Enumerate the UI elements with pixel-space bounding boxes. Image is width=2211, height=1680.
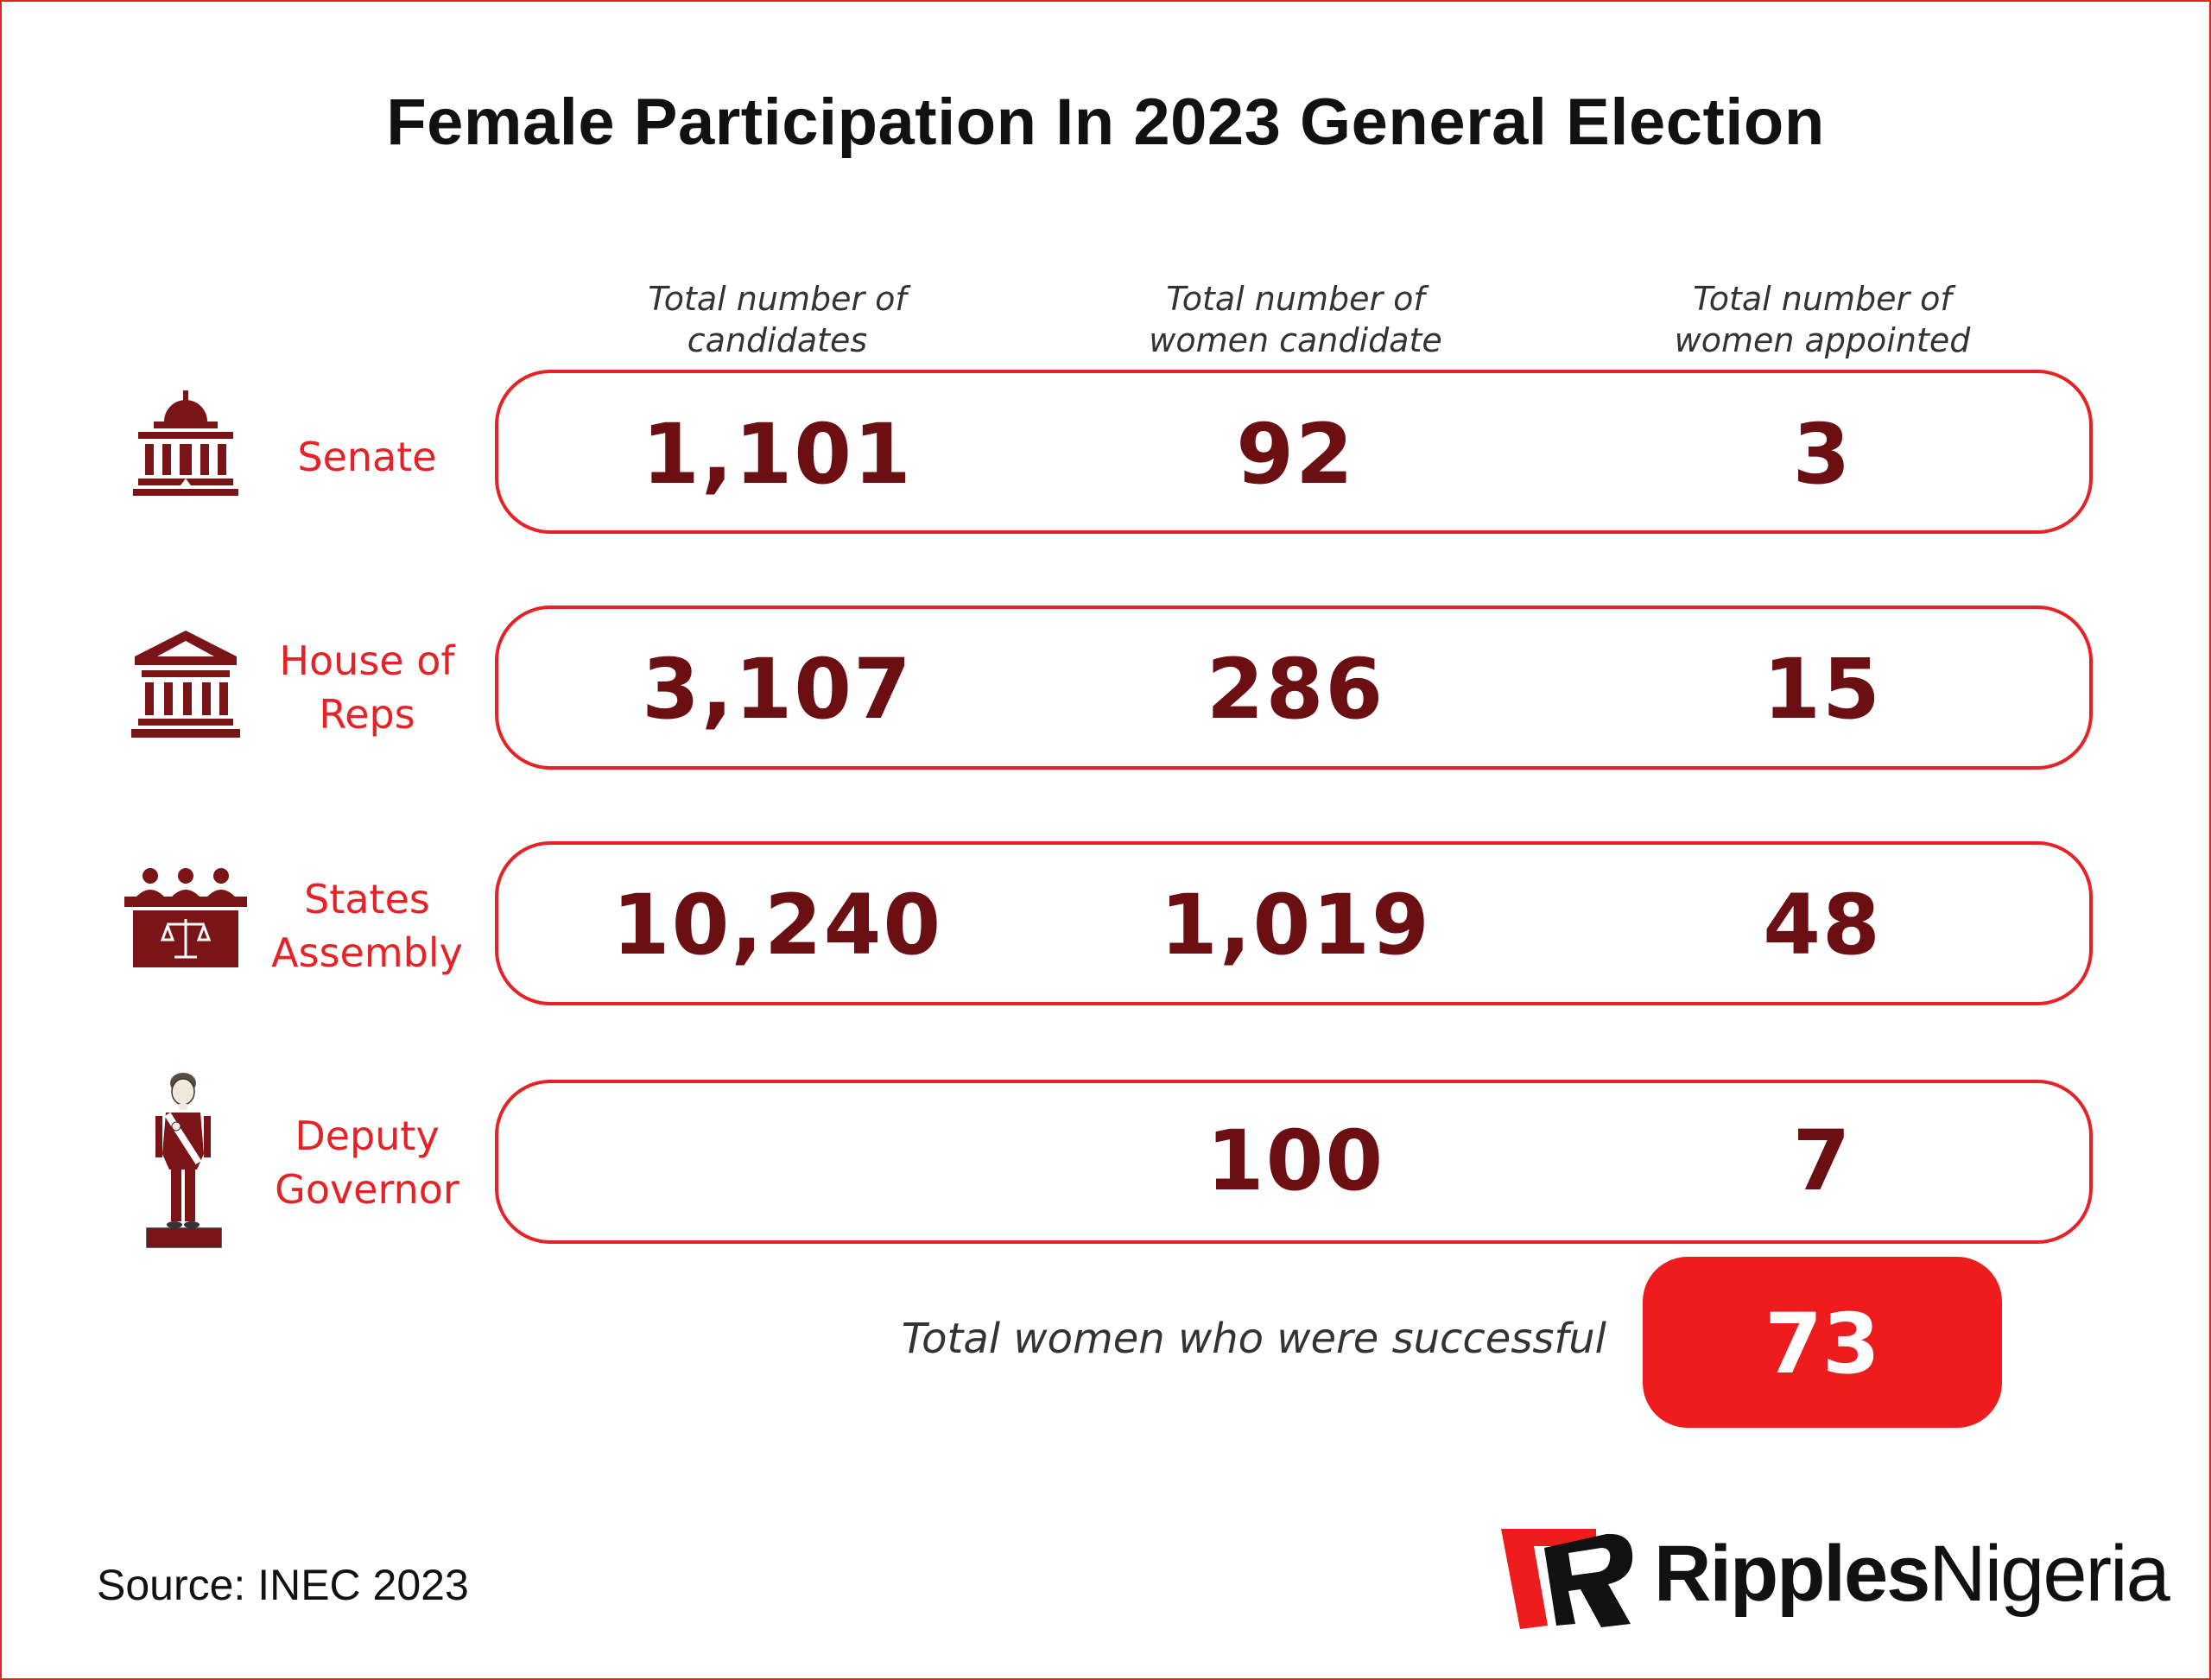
- ripples-nigeria-logo-icon: [1501, 1529, 1633, 1629]
- assembly-chamber-icon: [124, 868, 247, 967]
- column-header-women-candidates: Total number of women candidate: [1054, 278, 1537, 361]
- source-note: Source: INEC 2023: [97, 1561, 469, 1609]
- column-header-line: candidates: [687, 321, 868, 359]
- row-label-line: House of: [279, 637, 455, 684]
- row-label-line: Reps: [319, 691, 415, 738]
- column-header-line: women candidate: [1149, 321, 1442, 359]
- total-successful-box: [1643, 1257, 2002, 1428]
- row-label-line: Deputy: [295, 1113, 440, 1159]
- row-label-states-assembly: States Assembly: [250, 872, 484, 979]
- wordmark-nigeria: Nigeria: [1929, 1530, 2170, 1618]
- column-header-line: Total number of: [648, 280, 907, 318]
- house-of-reps-building-icon: [131, 631, 240, 738]
- value-senate-women-candidates: 92: [1236, 406, 1355, 503]
- column-header-women-appointed: Total number of women appointed: [1581, 278, 2064, 361]
- value-states-assembly-women-candidates: 1,019: [1160, 877, 1431, 973]
- total-successful-value: 73: [1764, 1296, 1880, 1392]
- row-label-deputy-governor: Deputy Governor: [250, 1109, 484, 1216]
- wordmark-ripples: Ripples: [1654, 1530, 1930, 1618]
- column-header-line: Total number of: [1166, 280, 1425, 318]
- row-box-senate: [495, 370, 2093, 534]
- value-house-of-reps-women-candidates: 286: [1206, 641, 1385, 738]
- row-label-house-of-reps: House of Reps: [250, 634, 484, 741]
- column-header-line: women appointed: [1674, 321, 1971, 359]
- ripples-nigeria-wordmark: RipplesNigeria: [1654, 1529, 2170, 1620]
- row-box-house-of-reps: [495, 605, 2093, 770]
- value-house-of-reps-total-candidates: 3,107: [642, 641, 913, 738]
- value-deputy-governor-women-candidates: 100: [1206, 1113, 1385, 1209]
- value-deputy-governor-women-appointed: 7: [1792, 1113, 1853, 1209]
- row-box-deputy-governor: [495, 1080, 2093, 1244]
- value-states-assembly-total-candidates: 10,240: [611, 877, 943, 973]
- deputy-governor-figure-icon: [146, 1073, 222, 1248]
- column-header-line: Total number of: [1693, 280, 1952, 318]
- value-senate-women-appointed: 3: [1792, 406, 1853, 503]
- total-successful-label: Total women who were successful: [901, 1315, 1606, 1363]
- value-senate-total-candidates: 1,101: [642, 406, 913, 503]
- chart-title: Female Participation In 2023 General Ele…: [386, 86, 1825, 159]
- row-label-line: Governor: [275, 1166, 459, 1213]
- value-states-assembly-women-appointed: 48: [1763, 877, 1882, 973]
- value-house-of-reps-women-appointed: 15: [1763, 641, 1882, 738]
- row-label-senate: Senate: [250, 430, 484, 484]
- row-label-line: Assembly: [271, 929, 463, 976]
- row-box-states-assembly: [495, 841, 2093, 1005]
- column-header-total-candidates: Total number of candidates: [535, 278, 1019, 361]
- row-label-line: States: [304, 876, 430, 922]
- senate-building-icon: [133, 390, 238, 496]
- row-label-line: Senate: [297, 434, 437, 480]
